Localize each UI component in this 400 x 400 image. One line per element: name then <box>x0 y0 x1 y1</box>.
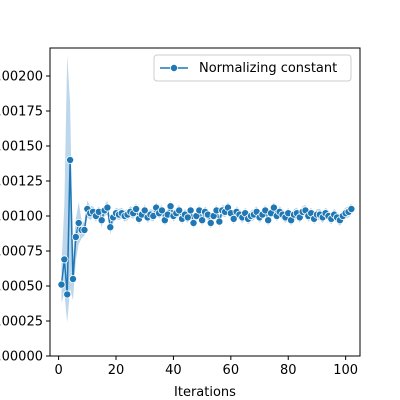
legend[interactable]: Normalizing constant <box>153 54 352 82</box>
data-point <box>186 206 195 215</box>
data-point <box>74 218 83 227</box>
data-point <box>71 232 80 241</box>
data-point <box>166 202 175 211</box>
data-point <box>198 216 207 225</box>
data-point <box>269 203 278 212</box>
y-tick-label: 0.00175 <box>0 105 43 120</box>
y-tick-label: 0.00050 <box>0 280 43 295</box>
y-tick-label: 0.00125 <box>0 175 43 190</box>
x-tick-label: 80 <box>280 363 297 378</box>
y-tick-label: 0.00075 <box>0 245 43 260</box>
x-axis-ticks: 0 20 40 60 80 100 <box>54 356 358 378</box>
data-point <box>132 204 141 213</box>
data-point <box>206 218 215 227</box>
x-tick-label: 20 <box>108 363 125 378</box>
data-point <box>97 216 106 225</box>
data-point <box>215 217 224 226</box>
data-point <box>80 225 89 234</box>
y-tick-label: 0.00100 <box>0 210 43 225</box>
data-point <box>66 155 75 164</box>
data-point <box>68 274 77 283</box>
data-point <box>183 213 192 222</box>
data-point <box>175 206 184 215</box>
data-point <box>229 214 238 223</box>
data-point <box>60 255 69 264</box>
x-axis-label: Iterations <box>174 385 236 400</box>
data-point <box>264 216 273 225</box>
series-marker-layer <box>57 155 356 299</box>
data-point <box>347 204 356 213</box>
y-tick-label: 0.00200 <box>0 70 43 85</box>
legend-frame <box>153 54 352 82</box>
y-axis-ticks: 0.00000 0.00025 0.00050 0.00075 0.00100 0.001… <box>0 70 50 365</box>
x-tick-label: 100 <box>333 363 358 378</box>
data-point <box>103 203 112 212</box>
data-point <box>157 206 166 215</box>
legend-label: Normalizing constant <box>199 61 337 76</box>
data-point <box>63 290 72 299</box>
y-tick-label: 0.00025 <box>0 315 43 330</box>
y-tick-label: 0.00150 <box>0 140 43 155</box>
data-point <box>57 280 66 289</box>
data-point <box>140 206 149 215</box>
x-tick-label: 60 <box>223 363 240 378</box>
data-point <box>106 223 115 232</box>
x-tick-label: 40 <box>165 363 182 378</box>
x-tick-label: 0 <box>54 363 62 378</box>
plot-area-frame <box>49 47 361 357</box>
y-tick-label: 0.00000 <box>0 350 43 365</box>
data-point <box>189 218 198 227</box>
legend-marker-swatch <box>169 64 178 73</box>
